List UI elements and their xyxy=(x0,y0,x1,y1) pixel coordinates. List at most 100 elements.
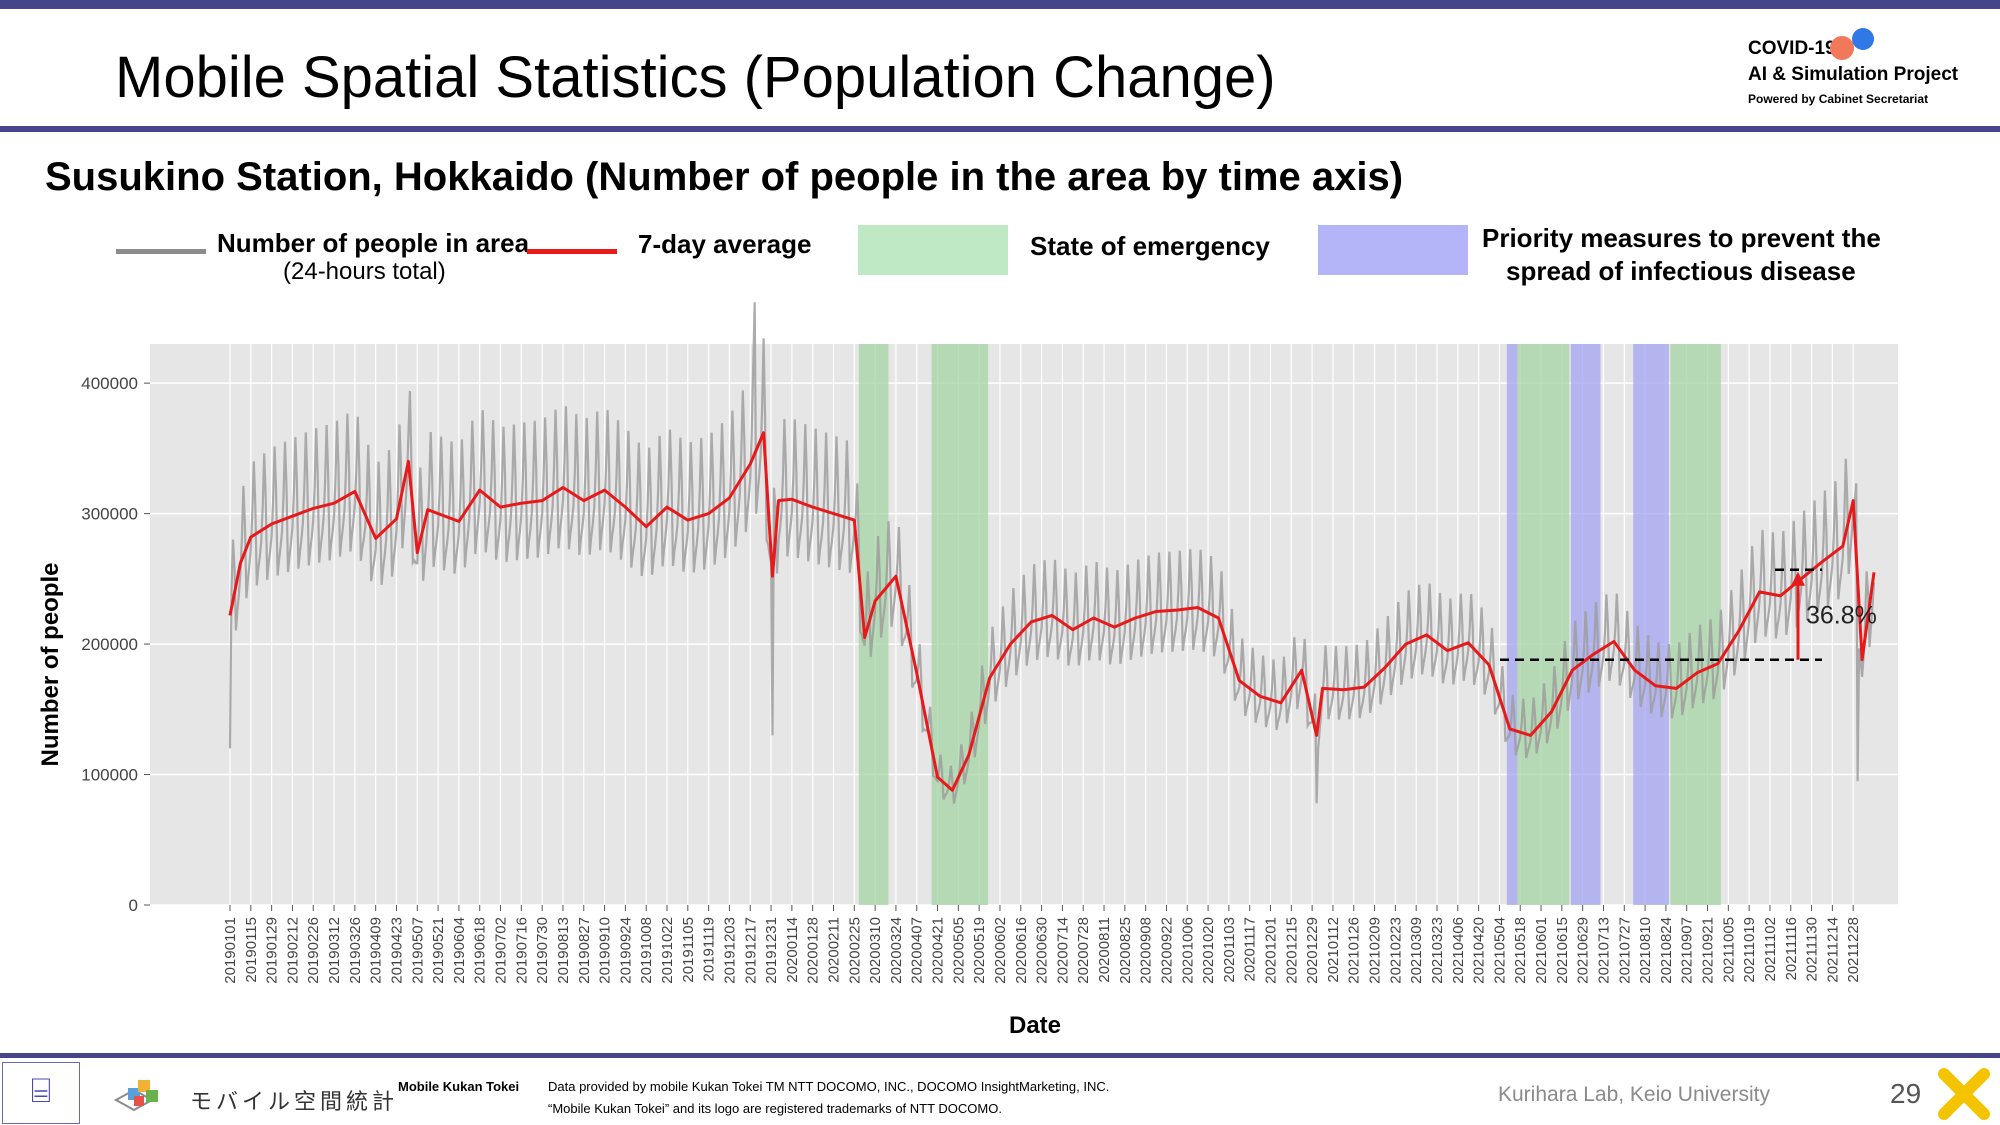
x-tick-label: 20201215 xyxy=(1283,917,1300,984)
mobile-kukan-cubes-icon xyxy=(113,1080,158,1112)
daily-population-series xyxy=(228,302,1876,804)
y-tick-label: 0 xyxy=(129,896,138,915)
data-credit-line-1: Data provided by mobile Kukan Tokei TM N… xyxy=(548,1079,1110,1094)
x-tick-label: 20211130 xyxy=(1804,917,1821,982)
x-tick-label: 20210615 xyxy=(1554,917,1571,984)
x-tick-label: 20191203 xyxy=(721,917,738,984)
y-tick-label: 200000 xyxy=(81,635,138,654)
priority-measures-band xyxy=(1506,344,1518,905)
x-tick-label: 20200811 xyxy=(1096,917,1113,983)
title-divider xyxy=(0,126,2000,132)
x-tick-label: 20210209 xyxy=(1367,917,1384,984)
x-tick-label: 20190924 xyxy=(617,917,634,984)
x-tick-label: 20210126 xyxy=(1346,917,1363,984)
x-tick-label: 20200407 xyxy=(909,917,926,984)
x-tick-label: 20200922 xyxy=(1158,917,1175,984)
legend-gray-label: Number of people in area xyxy=(217,228,530,258)
page-title: Mobile Spatial Statistics (Population Ch… xyxy=(115,45,1276,110)
emergency-band xyxy=(931,344,989,905)
y-tick-label: 400000 xyxy=(81,374,138,393)
keio-logo-mark-icon: ⌸ xyxy=(30,1071,52,1111)
x-tick-label: 20190730 xyxy=(534,917,551,984)
x-tick-label: 20191008 xyxy=(638,917,655,984)
mobile-kukan-label: Mobile Kukan Tokei xyxy=(398,1079,520,1094)
x-tick-label: 20191231 xyxy=(763,917,780,984)
population-chart: 0 100000 200000 300000 400000 20190101 2019011… xyxy=(37,302,1898,1039)
footer-divider xyxy=(0,1053,2000,1058)
x-tick-label: 20210601 xyxy=(1533,917,1550,984)
x-tick-label: 20190212 xyxy=(284,917,301,984)
x-tick-label: 20190507 xyxy=(409,917,426,984)
x-tick-label: 20210921 xyxy=(1700,917,1717,984)
x-tick-label: 20200519 xyxy=(971,917,988,984)
x-tick-label: 20210309 xyxy=(1408,917,1425,984)
x-tick-label: 20190129 xyxy=(264,917,281,984)
legend-red-label: 7-day average xyxy=(638,229,812,259)
annotation-percent-label: 36.8% xyxy=(1806,602,1877,630)
x-tick-label: 20200310 xyxy=(867,917,884,984)
emergency-band xyxy=(1517,344,1570,905)
x-tick-label: 20190115 xyxy=(243,917,260,983)
x-tick-label: 20190521 xyxy=(430,917,447,984)
legend-gray-sublabel: (24-hours total) xyxy=(283,258,446,285)
x-tick-label: 20190101 xyxy=(222,917,239,984)
x-tick-label: 20210727 xyxy=(1616,917,1633,984)
priority-measures-band xyxy=(1633,344,1669,905)
x-tick-label: 20211019 xyxy=(1741,917,1758,983)
page-number: 29 xyxy=(1890,1078,1922,1109)
x-tick-label: 20190618 xyxy=(472,917,489,984)
keio-logo: ⌸ xyxy=(2,1062,80,1124)
x-tick-label: 20201103 xyxy=(1221,917,1238,983)
x-tick-label: 20210810 xyxy=(1637,917,1654,984)
x-tick-label: 20200324 xyxy=(888,917,905,984)
mobile-kukan-logo-text: モバイル空間統計 xyxy=(190,1089,399,1114)
x-tick-label: 20190423 xyxy=(388,917,405,984)
x-tick-label: 20191105 xyxy=(680,917,697,983)
x-tick-label: 20190910 xyxy=(597,917,614,984)
x-tick-label: 20200728 xyxy=(1075,917,1092,984)
x-tick-label: 20200505 xyxy=(950,917,967,984)
x-tick-label: 20201201 xyxy=(1263,917,1280,984)
x-tick-label: 20190827 xyxy=(576,917,593,984)
x-tick-label: 20190409 xyxy=(368,917,385,984)
legend-emergency-label: State of emergency xyxy=(1030,231,1270,261)
x-tick-label: 20191022 xyxy=(659,917,676,984)
legend-priority-label-line1: Priority measures to prevent the xyxy=(1482,223,1881,253)
x-tick-label: 20211214 xyxy=(1824,917,1841,983)
x-tick-label: 20200825 xyxy=(1117,917,1134,984)
brand-logo: COVID-19 AI & Simulation Project Powered… xyxy=(1748,34,1988,116)
x-tick-label: 20190312 xyxy=(326,917,343,984)
brand-blue-dot-icon xyxy=(1852,28,1874,50)
x-tick-label: 20210713 xyxy=(1595,917,1612,984)
x-tick-label: 20211005 xyxy=(1720,917,1737,983)
x-tick-label: 20201020 xyxy=(1200,917,1217,984)
x-tick-label: 20210504 xyxy=(1491,917,1508,984)
legend-priority-swatch-icon xyxy=(1318,225,1468,275)
legend-red-line-icon xyxy=(527,249,617,254)
corner-x-logo-icon xyxy=(1938,1068,1990,1120)
x-tick-label: 20210406 xyxy=(1450,917,1467,984)
x-tick-label: 20190226 xyxy=(305,917,322,984)
x-tick-label: 20200908 xyxy=(1138,917,1155,984)
brand-line-3: Powered by Cabinet Secretariat xyxy=(1748,92,1929,106)
x-tick-label: 20190604 xyxy=(451,917,468,984)
x-axis-label: Date xyxy=(1009,1012,1061,1039)
x-tick-label: 20210518 xyxy=(1512,917,1529,984)
x-tick-label: 20200602 xyxy=(992,917,1009,984)
x-tick-label: 20211228 xyxy=(1845,917,1862,983)
x-tick-label: 20191119 xyxy=(701,917,718,982)
brand-red-dot-icon xyxy=(1830,36,1854,60)
x-tick-label: 20210112 xyxy=(1325,917,1342,983)
chart-title: Susukino Station, Hokkaido (Number of pe… xyxy=(45,155,1404,199)
x-tick-label: 20200630 xyxy=(1034,917,1051,984)
x-tick-label: 20210907 xyxy=(1679,917,1696,984)
x-tick-label: 20211102 xyxy=(1762,917,1779,982)
x-tick-label: 20210323 xyxy=(1429,917,1446,984)
x-tick-label: 20200225 xyxy=(846,917,863,984)
x-tick-label: 20200421 xyxy=(930,917,947,984)
emergency-band xyxy=(1670,344,1721,905)
x-tick-label: 20201117 xyxy=(1242,917,1259,982)
top-accent-bar xyxy=(0,0,2000,9)
x-tick-label: 20190716 xyxy=(513,917,530,984)
x-tick-label: 20200114 xyxy=(784,917,801,983)
